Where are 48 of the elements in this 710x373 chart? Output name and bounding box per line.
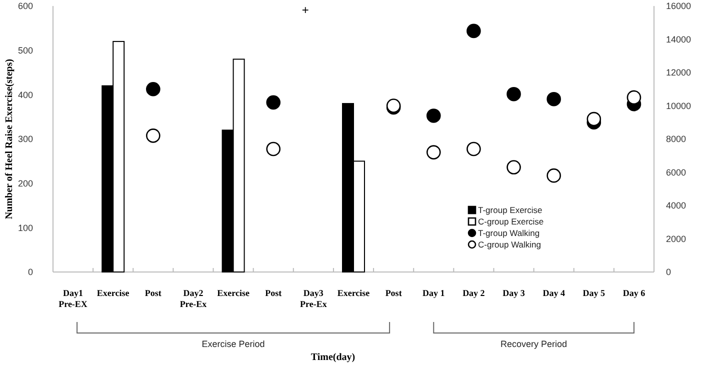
- y2-tick-label: 14000: [666, 34, 692, 44]
- y-tick-label: 400: [18, 90, 33, 100]
- x-tick-label: Day 6: [622, 288, 646, 298]
- legend-label: T-group Exercise: [478, 205, 543, 215]
- legend-label: C-group Walking: [478, 240, 542, 250]
- y2-tick-label: 10000: [666, 100, 692, 111]
- point: [546, 92, 561, 106]
- x-tick-label: Post: [144, 288, 162, 298]
- x-tick-label: Day2 Pre-Ex: [180, 288, 208, 309]
- y2-tick-label: 8000: [666, 134, 686, 144]
- annotation: +: [302, 3, 309, 17]
- y-tick-label: 200: [18, 178, 33, 188]
- x-tick-label: Day 5: [582, 288, 606, 298]
- y2-tick-label: 4000: [666, 200, 686, 211]
- x-tick-label: Exercise: [337, 288, 370, 298]
- x-tick-label: Day 1: [422, 288, 446, 298]
- legend-label: C-group Exercise: [478, 216, 544, 226]
- y2-tick-label: 0: [666, 267, 672, 278]
- point: [626, 90, 642, 105]
- point: [586, 112, 602, 126]
- x-axis-title: Time(day): [310, 352, 356, 363]
- y2-tick-label: 16000: [666, 1, 692, 12]
- point: [506, 86, 521, 102]
- x-tick-label: Post: [265, 288, 282, 298]
- text: Recovery Period: [500, 339, 568, 349]
- point: [466, 24, 481, 38]
- y-tick-label: 500: [18, 45, 33, 56]
- x-tick-label: Day 4: [542, 288, 566, 298]
- y-tick-label: 0: [28, 267, 33, 278]
- x-tick-label: Day 2: [462, 288, 486, 298]
- x-tick-label: Day3 Pre-Ex: [300, 288, 328, 309]
- y2-tick-label: 6000: [666, 167, 686, 178]
- y2-tick-label: 12000: [666, 68, 692, 78]
- text: Exercise Period: [202, 339, 265, 349]
- y2-tick-label: 2000: [666, 234, 686, 244]
- y-tick-label: 300: [18, 134, 33, 144]
- point: [426, 108, 441, 123]
- x-tick-label: Day1 Pre-EX: [58, 288, 88, 309]
- x-tick-label: Day 3: [502, 288, 526, 298]
- y-axis-title: Number of Heel Raise Exercise(steps): [4, 58, 15, 220]
- x-tick-label: Post: [385, 288, 402, 298]
- point: [146, 82, 160, 96]
- x-tick-label: Exercise: [96, 288, 130, 298]
- y-tick-label: 100: [18, 222, 33, 233]
- x-tick-label: Exercise: [217, 288, 250, 298]
- legend-label: T-group Walking: [478, 228, 540, 238]
- y-tick-label: 600: [18, 1, 33, 12]
- point: [266, 95, 281, 110]
